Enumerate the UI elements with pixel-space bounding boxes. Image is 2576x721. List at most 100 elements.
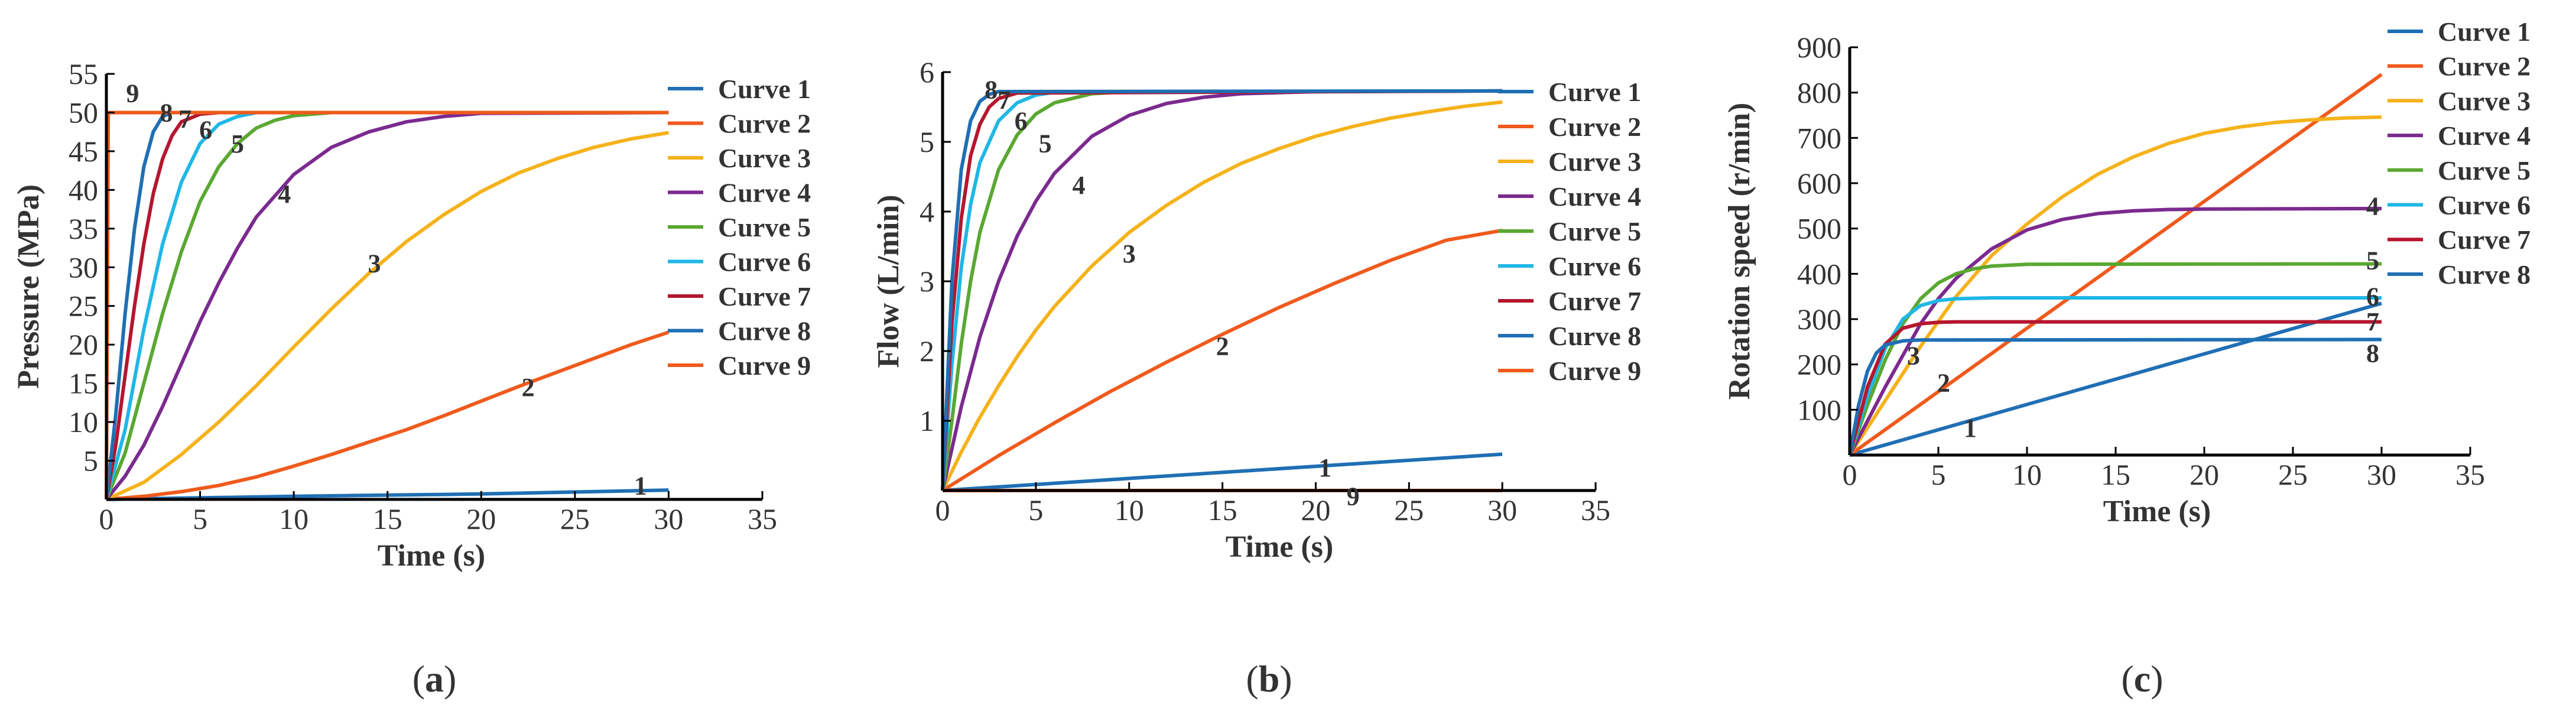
legend-label: Curve 7 [1548,286,1641,316]
y-tick-label: 25 [69,290,98,323]
curve-number-label: 8 [985,76,998,105]
chart-panel-a: 0 5 10 15 20 25 30 35510152025303540455055Time … [12,57,811,700]
legend-item: Curve 1 [2387,17,2530,47]
curves [941,89,1503,492]
series-line-curve-4 [1848,206,2382,456]
series-line-curve-6 [105,111,669,500]
chart-panel-c: 0 5 10 15 20 25 30 3510020030040050060070080090… [1723,17,2530,700]
legend: Curve 1 Curve 2 Curve 3 Curve 4 Curve 5 Curve… [2387,17,2530,290]
series-line-curve-3 [1848,115,2382,456]
x-tick-label: 20 [466,502,496,535]
curve-number-label: 1 [1964,414,1977,443]
y-axis-title: Flow (L/min) [872,194,905,368]
legend-label: Curve 8 [1548,321,1641,351]
x-tick-label: 5 [1931,458,1946,491]
y-tick-label: 800 [1797,76,1841,109]
y-tick-label: 200 [1797,348,1841,381]
curve-number-label: 5 [1039,129,1052,158]
x-tick-label: 0 [1843,458,1857,491]
curve-number-label: 7 [2366,307,2379,336]
panel-caption: (c) [2121,658,2163,700]
y-tick-label: 15 [69,367,98,400]
y-tick-label: 1 [920,404,934,437]
y-tick-label: 50 [69,96,98,129]
series-line-curve-3 [941,100,1503,492]
series-line-curve-8 [105,111,669,500]
curve-number-label: 8 [2366,339,2379,368]
legend-label: Curve 6 [718,247,811,277]
legend-item: Curve 3 [2387,86,2530,116]
y-axis-title: Rotation speed (r/min) [1723,103,1756,400]
series-line-curve-1 [1849,301,2382,457]
legend-label: Curve 5 [2438,155,2530,186]
legend-label: Curve 3 [1548,147,1641,177]
x-tick-label: 35 [748,502,777,535]
legend-item: Curve 7 [2387,225,2530,255]
y-tick-label: 55 [69,57,98,90]
curve-number-label: 6 [2366,282,2379,311]
legend-label: Curve 7 [2438,225,2530,255]
series-line-curve-3 [105,131,669,501]
legend-item: Curve 3 [1498,147,1641,177]
curve-number-label: 4 [278,180,291,209]
series-line-curve-7 [105,111,669,500]
series-line-curve-7 [941,89,1503,491]
x-axis-title: Time (s) [378,539,485,573]
y-tick-label: 900 [1797,31,1841,64]
curve-number-label: 7 [998,86,1011,115]
y-tick-label: 700 [1797,121,1841,154]
legend-item: Curve 4 [2387,121,2530,151]
series-line-curve-8 [941,89,1503,491]
legend-item: Curve 7 [668,281,811,311]
y-tick-label: 40 [69,173,98,206]
panel-caption: (b) [1246,658,1292,700]
legend-item: Curve 5 [668,212,811,242]
y-tick-label: 500 [1797,212,1841,245]
y-tick-label: 10 [69,405,98,439]
y-tick-label: 5 [920,125,934,158]
series-line-curve-6 [1848,296,2382,456]
x-axis-title: Time (s) [1226,530,1333,564]
series-line-curve-5 [105,111,669,501]
y-tick-label: 4 [920,195,934,228]
y-tick-label: 5 [83,444,98,478]
legend-item: Curve 9 [668,350,811,381]
series-line-curve-6 [941,89,1503,491]
x-axis-title: Time (s) [2103,495,2211,528]
legend-item: Curve 4 [1498,181,1641,212]
x-tick-label: 30 [1487,493,1517,527]
series-line-curve-9 [105,111,669,500]
legend: Curve 1 Curve 2 Curve 3 Curve 4 Curve 5 Curve… [668,74,811,381]
legend-item: Curve 8 [668,316,811,346]
legend-label: Curve 1 [1548,77,1641,107]
legend-label: Curve 4 [718,178,811,208]
legend-label: Curve 3 [2438,86,2530,116]
x-tick-label: 10 [1115,493,1144,527]
series-line-curve-4 [105,111,669,501]
curve-number-label: 3 [1123,239,1136,268]
x-tick-label: 5 [1028,493,1043,527]
x-tick-label: 35 [2455,458,2485,491]
y-tick-label: 30 [69,251,98,284]
y-tick-label: 300 [1797,303,1841,336]
legend: Curve 1 Curve 2 Curve 3 Curve 4 Curve 5 Curve… [1498,77,1641,386]
curve-number-label: 4 [1072,171,1085,200]
legend-item: Curve 2 [2387,51,2530,82]
legend-item: Curve 5 [1498,216,1641,246]
legend-item: Curve 7 [1498,286,1641,316]
curve-number-label: 9 [126,79,139,108]
legend-label: Curve 1 [718,74,811,104]
y-axis-title: Pressure (MPa) [12,184,46,389]
y-tick-label: 6 [920,56,934,89]
x-tick-label: 35 [1581,493,1610,527]
legend-item: Curve 6 [1498,251,1641,281]
x-tick-label: 5 [193,502,207,535]
series-line-curve-4 [941,89,1503,491]
x-tick-label: 20 [2190,458,2219,491]
x-tick-label: 25 [1394,493,1424,527]
x-tick-label: 15 [1208,493,1237,527]
